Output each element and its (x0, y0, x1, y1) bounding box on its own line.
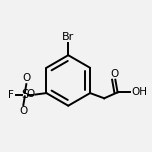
Text: O: O (22, 73, 30, 83)
Text: F: F (8, 90, 14, 100)
Text: S: S (21, 88, 29, 101)
Text: O: O (26, 89, 35, 99)
Text: O: O (19, 106, 28, 116)
Text: OH: OH (131, 87, 147, 97)
Text: Br: Br (62, 32, 74, 42)
Text: O: O (110, 69, 118, 79)
